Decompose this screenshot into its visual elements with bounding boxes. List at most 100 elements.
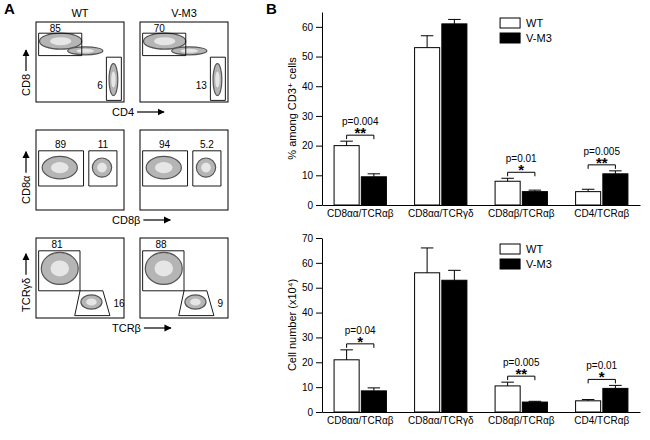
- error-cap: [609, 170, 622, 171]
- error-bar: [346, 350, 347, 360]
- legend-swatch: [500, 259, 520, 269]
- error-cap: [421, 35, 434, 36]
- error-cap: [448, 270, 461, 271]
- tick-label: CD8αβ/TCRαβ: [488, 208, 555, 219]
- flow-plot: 945.2: [140, 130, 228, 210]
- gate-percent: 85: [50, 23, 62, 34]
- plot-frame: [140, 22, 228, 102]
- bar: [603, 388, 628, 412]
- tick-label: 0: [307, 407, 313, 418]
- tick: CD8αα/TCRγδ: [408, 412, 474, 426]
- gate-percent: 9: [217, 298, 223, 309]
- axis-label: CD4: [112, 106, 134, 118]
- y-axis: 010203040506070: [302, 233, 323, 418]
- cell-population-core: [51, 162, 69, 173]
- legend-swatch: [500, 33, 520, 43]
- bar: [495, 386, 520, 412]
- cell-population-core: [155, 162, 173, 173]
- tick: CD8αα/TCRαβ: [327, 412, 394, 426]
- gate: [75, 291, 110, 316]
- bars: [334, 19, 628, 205]
- panel-label: B: [266, 0, 277, 17]
- error-cap: [582, 189, 595, 190]
- cell-population: [144, 33, 186, 49]
- p-value: p=0.004: [342, 116, 379, 127]
- figure: AWTV-M38567013CD8CD48911945.2CD8αCD8β811…: [0, 0, 650, 440]
- tick-mark: [316, 313, 322, 314]
- flow-plot: 889: [140, 238, 228, 318]
- tick-mark: [316, 57, 322, 58]
- tick-mark: [316, 86, 322, 87]
- tick: CD8αβ/TCRαβ: [488, 205, 555, 219]
- plot-frame: [140, 238, 228, 318]
- tick: CD8αα/TCRγδ: [408, 205, 474, 219]
- gate: [106, 57, 121, 100]
- p-value: p=0.005: [584, 146, 621, 157]
- gate-percent: 13: [196, 80, 208, 91]
- cell-population: [41, 252, 78, 284]
- plot-frame: [36, 130, 124, 210]
- tick: 20: [302, 140, 322, 151]
- tick: CD4/TCRαβ: [574, 205, 629, 219]
- legend-label: V-M3: [526, 258, 552, 270]
- tick-label: CD4/TCRαβ: [574, 415, 629, 426]
- tick-mark: [316, 387, 322, 388]
- error-cap: [501, 382, 514, 383]
- tick: 50: [302, 282, 322, 293]
- y-axis: 0102030405060: [302, 13, 323, 211]
- tick: 30: [302, 111, 322, 122]
- gate-percent: 94: [159, 139, 171, 150]
- error-cap: [368, 173, 381, 174]
- tick: 50: [302, 51, 322, 62]
- cell-population-core: [155, 260, 173, 276]
- tick-label: 40: [302, 307, 314, 318]
- gate-percent: 6: [97, 80, 103, 91]
- cell-population: [172, 47, 207, 55]
- error-bar: [427, 248, 428, 273]
- axis-arrow: [25, 254, 26, 275]
- axis-label: TCRβ: [112, 322, 141, 334]
- panel-label: A: [4, 0, 15, 17]
- bar: [334, 360, 359, 412]
- cell-population: [40, 33, 82, 49]
- bar: [415, 273, 440, 412]
- tick: 60: [302, 22, 322, 33]
- error-cap: [501, 178, 514, 179]
- bar: [442, 24, 467, 205]
- gate-percent: 16: [113, 298, 125, 309]
- error-bar: [454, 270, 455, 280]
- tick: 30: [302, 332, 322, 343]
- cell-population-core: [215, 72, 219, 88]
- tick-label: CD8αα/TCRαβ: [327, 415, 394, 426]
- cell-population-core: [154, 37, 175, 45]
- tick-mark: [316, 175, 322, 176]
- axis-label: CD8: [20, 74, 32, 96]
- bar: [576, 401, 601, 412]
- legend-swatch: [500, 18, 520, 28]
- tick-label: CD8αα/TCRγδ: [408, 208, 474, 219]
- tick-label: 50: [302, 282, 314, 293]
- plot-frame: [36, 22, 124, 102]
- tick-label: CD8αα/TCRγδ: [408, 415, 474, 426]
- tick: 10: [302, 382, 322, 393]
- error-cap: [368, 387, 381, 388]
- bar: [576, 192, 601, 205]
- error-bar: [454, 19, 455, 23]
- flow-plot: 8911: [36, 130, 124, 210]
- gate-percent: 81: [52, 239, 64, 250]
- tick-label: 70: [302, 233, 314, 244]
- gate: [143, 33, 186, 55]
- gate: [89, 151, 117, 186]
- tick-label: 30: [302, 332, 314, 343]
- axis-line: [323, 412, 641, 413]
- tick-label: 60: [302, 22, 314, 33]
- axis-title: % among CD3⁺ cells: [286, 57, 298, 160]
- tick: 60: [302, 258, 322, 269]
- cell-population: [145, 252, 182, 284]
- tick-label: 40: [302, 81, 314, 92]
- error-cap: [340, 141, 353, 142]
- bar: [415, 48, 440, 205]
- tick-label: 20: [302, 140, 314, 151]
- tick: 40: [302, 81, 322, 92]
- tick-label: CD8αα/TCRαβ: [327, 208, 394, 219]
